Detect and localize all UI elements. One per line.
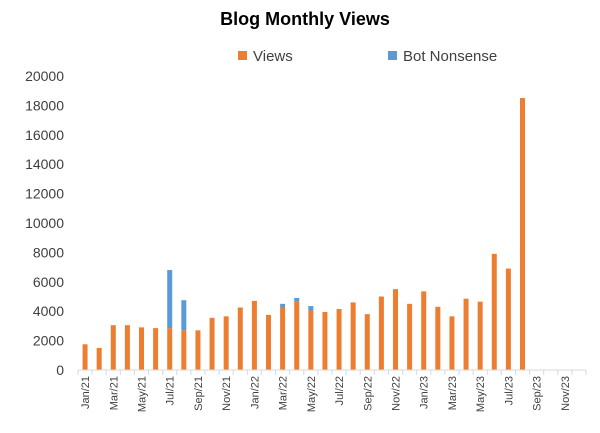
legend-swatch-bot-nonsense (388, 51, 397, 60)
bar-views (463, 298, 469, 370)
x-tick-label: Jan/23 (419, 376, 431, 409)
bar-views (237, 307, 243, 370)
bar-bot-nonsense (280, 303, 286, 308)
x-axis: Jan/21 Mar/21 May/21 Jul/21 Sep/21 Nov/21 Jan/… (77, 370, 587, 412)
y-tick-label: 8000 (33, 244, 64, 260)
y-tick-label: 12000 (25, 186, 64, 202)
legend-label-views: Views (253, 48, 293, 65)
bar-views (181, 330, 187, 370)
bar-views (251, 300, 257, 370)
bar-views (477, 301, 483, 370)
y-tick-label: 10000 (25, 215, 64, 231)
bar-views (209, 317, 215, 370)
y-tick-label: 20000 (25, 68, 64, 84)
y-axis: 0 2000 4000 6000 8000 10000 12000 14000 16000 180… (25, 68, 64, 378)
bar-views (393, 289, 398, 370)
bar-views (139, 327, 144, 370)
x-tick-label: Nov/22 (391, 376, 403, 411)
legend-swatch-views (238, 51, 247, 60)
x-tick-label: Jul/22 (334, 376, 346, 405)
y-tick-label: 4000 (33, 303, 64, 319)
bar-views (435, 306, 441, 370)
bar-views (364, 314, 370, 370)
x-tick-label: Sep/22 (362, 376, 374, 411)
bar-views (505, 268, 511, 370)
bar-views (491, 253, 497, 370)
x-tick-label: May/23 (475, 376, 487, 412)
bar-views (294, 301, 300, 370)
y-tick-label: 14000 (25, 156, 64, 172)
y-tick-label: 6000 (33, 274, 64, 290)
x-tick-label: Nov/21 (221, 376, 233, 411)
legend-label-bot-nonsense: Bot Nonsense (403, 48, 497, 65)
x-tick-label: Mar/23 (447, 376, 459, 410)
y-tick-label: 18000 (25, 97, 64, 113)
bar-bot-nonsense (181, 300, 187, 331)
bars (82, 98, 525, 371)
x-tick-label: Mar/21 (108, 376, 120, 410)
bar-views (407, 303, 413, 370)
bar-bot-nonsense (167, 270, 173, 329)
bar-views (167, 328, 173, 370)
bar-bot-nonsense (294, 297, 300, 302)
bar-views (124, 325, 130, 370)
bar-views (336, 309, 342, 370)
x-tick-label: Jul/23 (503, 376, 515, 405)
x-tick-label: Jul/21 (165, 376, 177, 405)
bar-views (322, 311, 328, 370)
bar-views (350, 302, 356, 370)
bar-views (308, 310, 314, 370)
bar-views (96, 347, 102, 370)
bar-views (266, 314, 271, 371)
bar-views (110, 325, 116, 370)
x-tick-label: Jan/21 (80, 376, 92, 409)
x-tick-label: Nov/23 (560, 376, 572, 411)
bar-bot-nonsense (308, 306, 314, 311)
bar-views (378, 296, 384, 370)
x-tick-label: Sep/21 (193, 376, 205, 411)
bar-views (153, 328, 159, 370)
x-tick-label: May/21 (137, 376, 149, 412)
y-tick-label: 0 (56, 362, 64, 378)
x-tick-label: Jan/22 (249, 376, 261, 409)
y-tick-label: 16000 (25, 127, 64, 143)
chart-title: Blog Monthly Views (220, 9, 390, 29)
bar-views (280, 307, 286, 370)
x-tick-label: Mar/22 (278, 376, 290, 410)
bar-views (223, 316, 229, 370)
bar-views (520, 98, 525, 371)
bar-views (421, 291, 427, 370)
legend: Views Bot Nonsense (238, 48, 497, 65)
y-tick-label: 2000 (33, 333, 64, 349)
bar-views (195, 330, 201, 370)
bar-views (82, 344, 88, 370)
bar-views (449, 316, 455, 370)
x-tick-label: Sep/23 (532, 376, 544, 411)
x-tick-label: May/22 (306, 376, 318, 412)
